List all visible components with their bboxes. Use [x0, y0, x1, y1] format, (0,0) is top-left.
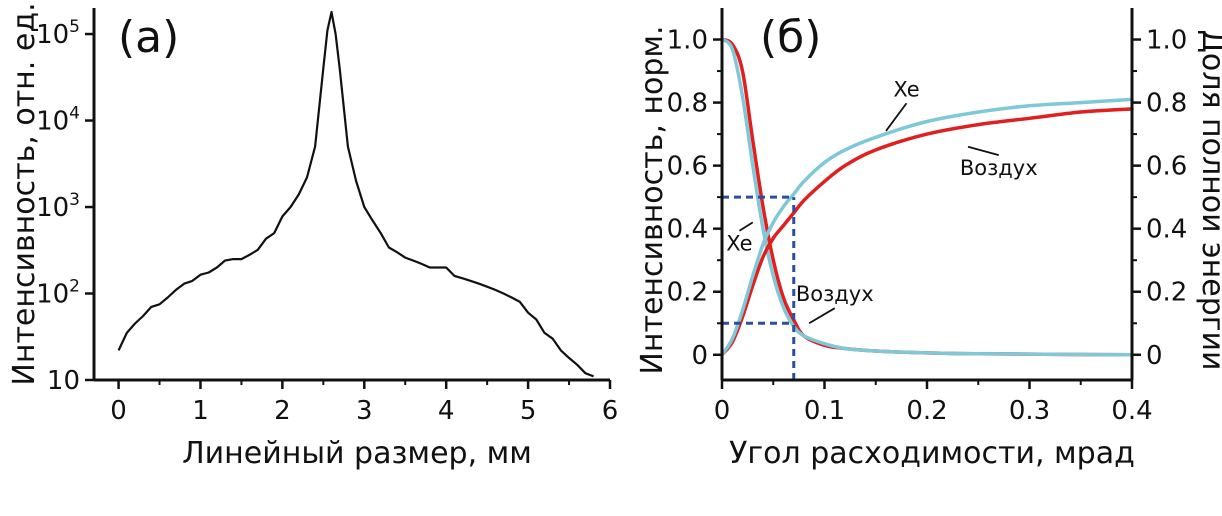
b-frame — [720, 8, 1134, 382]
b-annotation-1: Воздух — [960, 156, 1038, 180]
b-reference-lines — [722, 195, 796, 380]
a-panel-label: (а) — [118, 12, 179, 63]
b-y-tick-label-5: 1.0 — [667, 26, 708, 56]
b-x-tick-label-1: 0.1 — [804, 396, 845, 426]
a-x-tick-label-4: 4 — [438, 396, 455, 426]
b-ticks-layer: 0 0.1 0.2 0.3 0.4 0 0.2 0.4 0.6 0.8 1.0 0 0.2 0.4 0.6 0… — [667, 26, 1188, 426]
a-series-line-0 — [117, 10, 594, 378]
b-y-axis-title: Интенсивность, норм. — [635, 25, 670, 374]
a-x-tick-label-3: 3 — [356, 396, 373, 426]
b-y2-tick-label-0: 0 — [1146, 341, 1163, 371]
b-annotations: Xe Воздух Xe Воздух — [726, 77, 1038, 325]
a-y-tick-label-2: 103 — [36, 190, 80, 223]
a-y-tick-label-0: 10 — [47, 366, 80, 396]
panel-b: Xe Воздух Xe Воздух 0 0.1 0.2 0.3 0.4 0 0.2 0.4 0.6… — [635, 8, 1222, 471]
a-y-tick-label-4: 105 — [36, 17, 80, 50]
b-x-axis-title: Угол расходимости, мрад — [729, 436, 1135, 471]
b-annotation-3: Воздух — [796, 282, 874, 306]
b-y-tick-label-1: 0.2 — [667, 278, 708, 308]
b-annotation-leader-1 — [967, 145, 999, 156]
b-series-line-3 — [720, 97, 1134, 357]
b-y2-tick-label-5: 1.0 — [1146, 26, 1187, 56]
a-x-tick-label-5: 5 — [520, 396, 537, 426]
b-annotation-leader-3 — [808, 307, 836, 325]
a-x-axis-title: Линейный размер, мм — [182, 436, 532, 471]
a-ticks-layer: 0 1 2 3 4 5 6 10 102 103 104 105 — [36, 17, 618, 426]
b-annotation-leader-0 — [885, 102, 908, 132]
a-x-tick-label-6: 6 — [602, 396, 619, 426]
b-annotation-0: Xe — [893, 77, 919, 101]
b-y2-tick-label-3: 0.6 — [1146, 152, 1187, 182]
panel-a: 0 1 2 3 4 5 6 10 102 103 104 105 (а) Линейный разме… — [7, 2, 618, 471]
b-y-tick-label-4: 0.8 — [667, 89, 708, 119]
b-annotation-2: Xe — [726, 232, 752, 256]
b-x-tick-label-0: 0 — [714, 396, 731, 426]
b-panel-label: (б) — [760, 12, 821, 63]
a-x-tick-label-2: 2 — [274, 396, 291, 426]
b-y2-tick-label-2: 0.4 — [1146, 215, 1187, 245]
b-series-line-2 — [720, 107, 1134, 357]
b-series-line-1 — [720, 37, 1134, 357]
b-x-tick-label-2: 0.2 — [906, 396, 947, 426]
b-y2-tick-label-4: 0.8 — [1146, 89, 1187, 119]
b-annotation-leader-2 — [738, 221, 754, 232]
b-y2-tick-label-1: 0.2 — [1146, 278, 1187, 308]
b-y2-axis-title: Доля полной энергии — [1195, 29, 1222, 370]
b-x-tick-label-3: 0.3 — [1009, 396, 1050, 426]
b-y-tick-label-0: 0 — [691, 341, 708, 371]
a-y-tick-label-3: 104 — [36, 104, 80, 137]
a-x-tick-label-1: 1 — [192, 396, 209, 426]
a-x-tick-label-0: 0 — [110, 396, 127, 426]
a-series-layer — [117, 10, 594, 378]
a-y-tick-label-1: 102 — [36, 277, 80, 310]
b-x-tick-label-4: 0.4 — [1111, 396, 1152, 426]
a-y-axis-title: Интенсивность, отн. ед. — [7, 2, 42, 385]
b-y-tick-label-3: 0.6 — [667, 152, 708, 182]
b-y-tick-label-2: 0.4 — [667, 215, 708, 245]
a-frame — [92, 8, 610, 382]
b-series-layer — [720, 37, 1134, 357]
